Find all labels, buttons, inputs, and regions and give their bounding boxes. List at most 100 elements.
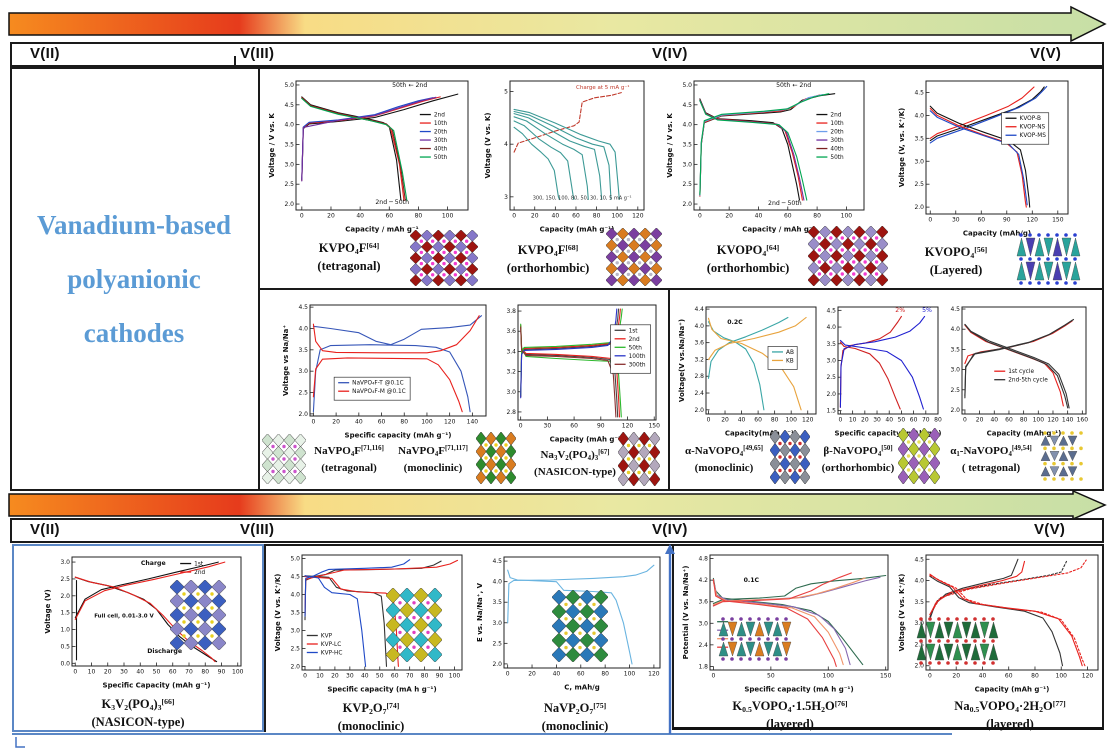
svg-text:2.0: 2.0 [950,407,960,414]
svg-text:20: 20 [327,213,335,220]
svg-text:0: 0 [698,213,702,220]
phase-kvpo4f-68: (orthorhombic) [506,261,590,275]
svg-text:20th: 20th [830,130,844,136]
state-label-v4-top: V(IV) [652,45,688,62]
svg-text:1.0: 1.0 [60,627,70,634]
svg-text:3.5: 3.5 [950,346,960,353]
structure-inset-navp2o7 [552,590,608,662]
divider-top-middle-rows [258,288,1104,290]
structure-inset-k05vopo4 [718,617,792,661]
svg-text:3.0: 3.0 [914,158,924,165]
structure-kvopo4-64 [808,226,888,286]
svg-text:4.5: 4.5 [914,556,924,563]
svg-text:40: 40 [738,417,746,424]
chart-alpha-navopo4: 2.0 2.4 2.8 3.2 3.6 4.0 4.4 0 20 40 60 80 100 120 Capa… [678,306,817,438]
svg-text:5: 5 [504,89,508,96]
structure-alpha-navopo4 [770,430,810,484]
svg-text:5%: 5% [922,307,932,314]
svg-text:2%: 2% [895,307,905,314]
svg-text:10: 10 [316,673,324,680]
formula-na05vopo4: Na0.5VOPO4·2H2O[77] [954,699,1066,714]
svg-text:3.2: 3.2 [506,369,516,376]
svg-text:50th ← 2nd: 50th ← 2nd [776,82,811,89]
svg-text:Capacity(mAh g⁻¹): Capacity(mAh g⁻¹) [725,430,797,438]
svg-text:Specific capacity (mAh g⁻¹): Specific capacity (mAh g⁻¹) [345,432,452,440]
svg-text:40: 40 [990,417,998,424]
svg-text:2.5: 2.5 [950,387,960,394]
svg-text:40: 40 [355,419,363,426]
phase-navpo4f-tetragonal: (tetragonal) [321,461,377,474]
svg-text:90: 90 [436,673,444,680]
phase-kvopo4-56: (Layered) [929,263,983,277]
svg-text:100: 100 [823,673,835,680]
svg-text:100: 100 [449,673,461,680]
structure-inset-na05vopo4 [916,617,999,665]
svg-text:4.5: 4.5 [914,89,924,96]
svg-text:5.0: 5.0 [682,82,692,89]
caption-kvp2o7: KVP2O7[74] (monoclinic) [296,698,446,734]
svg-text:30: 30 [544,423,552,430]
svg-text:0: 0 [512,213,516,220]
chart-na3v2po43: 2.8 3.0 3.2 3.4 3.6 3.8 0 30 60 90 120 150 Capacity … [506,304,660,444]
svg-text:2.0: 2.0 [492,661,502,668]
svg-text:70: 70 [185,669,193,676]
state-pointer-arrow [665,544,675,734]
svg-text:Voltage / V vs. K: Voltage / V vs. K [268,113,276,178]
svg-text:90: 90 [597,423,605,430]
svg-text:100th: 100th [629,354,646,360]
svg-text:30: 30 [120,669,128,676]
oxidation-gradient-arrow-bottom [8,490,1107,520]
svg-text:50: 50 [767,673,775,680]
caption-k05vopo4: K0.5VOPO4·1.5H2O[76] (layered) [700,696,880,732]
svg-text:4.0: 4.0 [298,325,308,332]
oxidation-gradient-arrow-top [8,5,1107,43]
svg-text:80: 80 [813,213,821,220]
caption-kvopo4-64: KVOPO4[64] (orthorhombic) [692,240,804,276]
svg-text:100: 100 [624,671,636,678]
svg-text:0: 0 [506,671,510,678]
arrow-shape-bottom [8,490,1107,520]
svg-text:40: 40 [136,669,144,676]
formula-k3v2po43: K3V2(PO4)3[66] [101,697,175,712]
svg-text:Specific capacity (mA h g⁻¹): Specific capacity (mA h g⁻¹) [744,686,853,694]
svg-text:50: 50 [898,417,906,424]
svg-text:3.5: 3.5 [492,599,502,606]
svg-text:3.5: 3.5 [914,135,924,142]
svg-text:3.0: 3.0 [60,559,70,566]
svg-text:100: 100 [421,419,433,426]
svg-text:3.5: 3.5 [914,599,924,606]
state-label-v3-bottom: V(III) [240,521,275,538]
formula-kvpo4f-68: KVPO4F[68] [517,243,579,258]
svg-text:20: 20 [725,213,733,220]
svg-text:2.0: 2.0 [914,204,924,211]
svg-text:40: 40 [979,673,987,680]
svg-text:3.0: 3.0 [298,368,308,375]
svg-text:2nd: 2nd [194,570,205,576]
svg-text:2.4: 2.4 [698,642,708,649]
figure-title: Vanadium-based polyanionic cathodes [14,198,254,360]
svg-text:1st cycle: 1st cycle [1008,369,1034,375]
structure-kvpo4f-68 [606,228,662,286]
svg-text:Full cell, 0.01-3.0 V: Full cell, 0.01-3.0 V [94,614,154,620]
svg-text:2.0: 2.0 [290,663,300,670]
svg-text:80: 80 [400,419,408,426]
state-label-v2-bottom: V(II) [30,521,60,538]
phase-kvopo4-64: (orthorhombic) [706,261,790,275]
structure-beta-navopo4 [898,428,940,484]
phase-beta-navopo4: (orthorhombic) [821,461,895,474]
formula-kvopo4-56: KVOPO4[56] [924,245,988,260]
svg-text:0: 0 [519,423,523,430]
svg-text:3.8: 3.8 [506,308,516,315]
structure-na3v2po43 [618,432,660,486]
svg-text:3.6: 3.6 [694,340,704,347]
svg-text:0: 0 [311,419,315,426]
svg-text:100: 100 [442,213,454,220]
svg-text:5.0: 5.0 [284,82,294,89]
svg-text:5.0: 5.0 [290,556,300,563]
caption-navp2o7: NaVP2O7[75] (monoclinic) [500,698,650,734]
chart-k05vopo4: 1.8 2.4 3.0 3.6 4.2 4.8 0 50 100 150 Specific capa… [682,554,892,694]
svg-text:KVOP-MS: KVOP-MS [1020,133,1047,139]
svg-text:20: 20 [331,673,339,680]
svg-text:Specific capacity (mAh g⁻¹): Specific capacity (mAh g⁻¹) [835,430,942,438]
